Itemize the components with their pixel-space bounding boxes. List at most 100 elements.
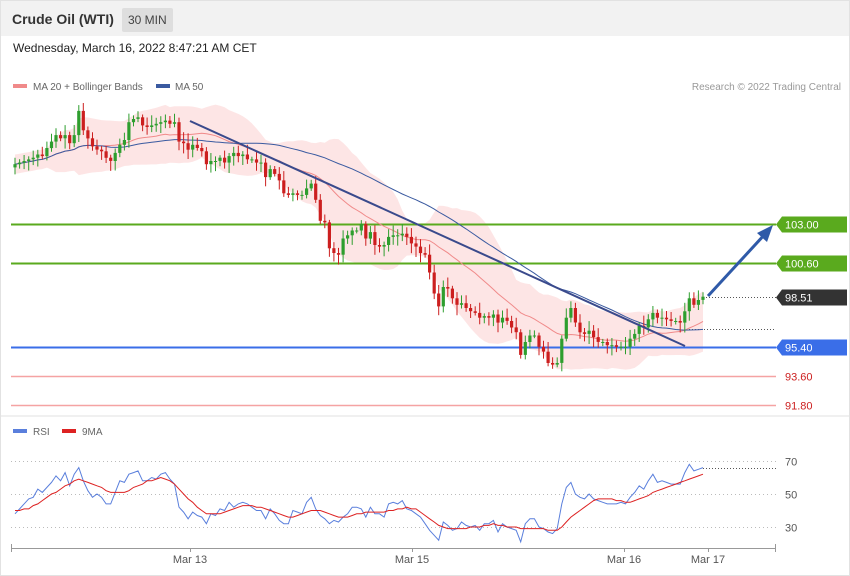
candle-body <box>145 125 149 127</box>
candle-body <box>432 272 436 294</box>
candle-body <box>532 335 536 337</box>
candle-body <box>81 110 85 131</box>
instrument-title: Crude Oil (WTI) <box>12 11 114 27</box>
candle-body <box>582 332 587 334</box>
candle-body <box>437 293 441 307</box>
level-tag-103.00 <box>776 216 847 233</box>
candle-body <box>482 316 486 318</box>
candle-body <box>359 224 363 231</box>
rsi-line <box>14 463 704 544</box>
level-label-103.00: 103.00 <box>785 220 819 232</box>
candle-body <box>113 152 117 161</box>
x-axis-label-mar-17: Mar 17 <box>691 554 725 566</box>
candle-body <box>63 135 67 139</box>
candle-body <box>336 253 341 255</box>
level-label-98.51: 98.51 <box>785 293 813 305</box>
candle-body <box>213 161 218 162</box>
candle-body <box>150 125 154 127</box>
candle-body <box>323 220 327 223</box>
candle-body <box>450 288 454 299</box>
candle-body <box>241 154 245 157</box>
timeframe-badge[interactable]: 30 MIN <box>122 8 173 32</box>
candle-body <box>309 183 313 189</box>
candle-body <box>441 287 445 307</box>
candle-body <box>614 345 618 347</box>
candle-body <box>633 333 637 339</box>
candle-body <box>109 157 113 161</box>
candle-body <box>528 335 532 342</box>
candle-body <box>236 152 240 157</box>
candle-body <box>491 314 495 318</box>
candle-body <box>610 345 614 347</box>
candle-body <box>674 321 678 322</box>
x-axis-label-mar-13: Mar 13 <box>173 554 207 566</box>
candle-body <box>118 144 122 153</box>
candle-body <box>368 232 372 239</box>
candle-body <box>200 148 204 152</box>
rsi-tick-50: 50 <box>785 490 797 502</box>
candle-body <box>318 199 322 221</box>
candle-body <box>18 162 22 165</box>
candle-body <box>423 253 427 255</box>
candle-body <box>177 122 181 142</box>
candle-body <box>655 312 659 318</box>
candle-body <box>254 159 259 163</box>
candle-body <box>136 117 140 119</box>
candle-body <box>541 346 546 352</box>
candle-body <box>250 159 254 161</box>
candle-body <box>40 154 44 157</box>
legend-9ma-swatch <box>62 429 76 433</box>
candle-body <box>555 363 559 365</box>
level-label-100.60: 100.60 <box>785 259 819 271</box>
rsi-9ma-line <box>15 473 704 531</box>
candle-body <box>596 337 600 342</box>
candle-body <box>391 235 395 237</box>
candle-body <box>295 193 300 195</box>
candle-body <box>27 159 31 161</box>
candle-body <box>350 230 354 236</box>
candle-body <box>218 157 222 161</box>
candle-body <box>54 135 58 142</box>
candle-body <box>473 311 477 313</box>
candle-body <box>478 312 482 318</box>
candle-body <box>163 120 167 123</box>
ma20-line <box>14 132 704 342</box>
level-label-93.60: 93.60 <box>785 372 813 384</box>
candle-body <box>387 236 391 245</box>
candle-body <box>100 149 104 152</box>
candle-body <box>327 222 331 249</box>
candle-body <box>510 321 514 328</box>
candle-body <box>131 119 136 123</box>
candle-body <box>182 141 186 144</box>
candle-body <box>49 141 54 149</box>
candle-body <box>314 183 318 200</box>
chart-header: Crude Oil (WTI) 30 MIN <box>1 1 849 36</box>
candle-body <box>683 311 687 323</box>
candle-body <box>687 298 691 312</box>
candle-body <box>282 180 286 194</box>
candle-body <box>377 245 382 247</box>
candle-body <box>223 157 227 163</box>
candle-body <box>573 308 577 323</box>
candle-body <box>560 338 564 363</box>
candle-body <box>692 298 696 305</box>
candle-body <box>86 130 90 139</box>
candle-body <box>464 303 468 308</box>
legend-ma20-swatch <box>13 84 27 88</box>
candle-body <box>227 156 231 163</box>
candle-body <box>104 151 108 158</box>
candle-body <box>168 120 172 124</box>
candle-body <box>268 169 272 178</box>
rsi-panel: 70 50 30 <box>11 457 797 544</box>
copyright-text: Research © 2022 Trading Central <box>692 82 841 93</box>
candle-body <box>651 312 655 320</box>
legend-9ma-label: 9MA <box>82 427 103 438</box>
candle-body <box>664 317 669 320</box>
candle-body <box>623 346 628 348</box>
candle-body <box>523 342 527 355</box>
candle-body <box>277 173 281 181</box>
candle-body <box>95 146 99 150</box>
candle-body <box>605 342 609 346</box>
candle-body <box>496 314 500 323</box>
